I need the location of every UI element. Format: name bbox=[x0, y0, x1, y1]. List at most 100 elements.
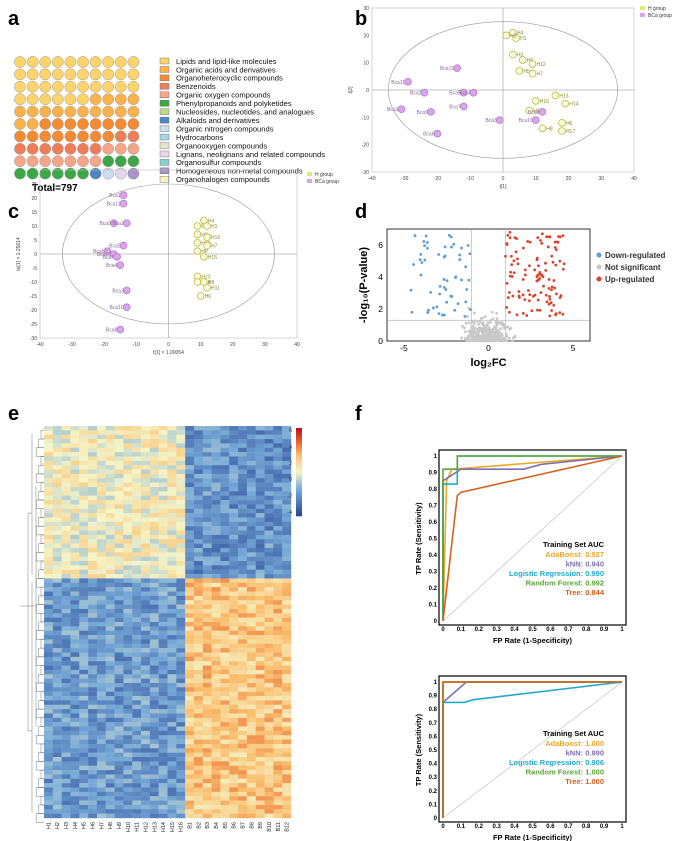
heatmap-cell bbox=[264, 500, 274, 505]
heatmap-cell bbox=[211, 465, 221, 470]
colorbar-segment bbox=[296, 514, 302, 517]
colorbar-segment bbox=[296, 478, 302, 481]
waffle-dot bbox=[89, 130, 102, 143]
heatmap-cell bbox=[211, 687, 221, 692]
heatmap-cell bbox=[52, 495, 62, 501]
heatmap-cell bbox=[70, 761, 80, 766]
heatmap-cell bbox=[44, 539, 54, 544]
heatmap-cell bbox=[141, 770, 151, 775]
heatmap-cell bbox=[52, 430, 62, 435]
heatmap-cell bbox=[202, 735, 212, 740]
heatmap-cell bbox=[96, 460, 106, 466]
heatmap-cell bbox=[229, 469, 239, 475]
heatmap-cell bbox=[123, 704, 133, 710]
waffle-dot bbox=[89, 56, 102, 68]
heatmap-cell bbox=[141, 704, 151, 710]
heatmap-cell bbox=[176, 456, 186, 462]
data-point bbox=[535, 275, 539, 279]
heatmap-cell bbox=[70, 426, 80, 431]
column-label: H1 bbox=[46, 822, 52, 829]
heatmap-cell bbox=[220, 669, 230, 675]
point-label: H15 bbox=[208, 255, 217, 261]
heatmap-cell bbox=[176, 661, 186, 666]
heatmap-cell bbox=[238, 739, 248, 745]
heatmap-cell bbox=[211, 434, 221, 440]
heatmap-cell bbox=[44, 556, 54, 562]
heatmap-cell bbox=[229, 552, 239, 557]
heatmap-cell bbox=[123, 669, 133, 675]
heatmap-cell bbox=[264, 661, 274, 666]
heatmap-cell bbox=[220, 774, 230, 779]
heatmap-cell bbox=[220, 648, 230, 653]
heatmap-cell bbox=[96, 661, 106, 666]
heatmap-cell bbox=[149, 465, 159, 470]
heatmap-cell bbox=[88, 774, 98, 779]
point-label: Bca3 bbox=[485, 118, 497, 124]
heatmap-cell bbox=[114, 608, 124, 614]
heatmap-cell bbox=[255, 456, 265, 462]
heatmap-cell bbox=[61, 556, 71, 562]
heatmap-cell bbox=[255, 513, 265, 518]
heatmap-cell bbox=[158, 709, 168, 714]
heatmap-cell bbox=[52, 652, 62, 658]
heatmap-cell bbox=[246, 517, 256, 523]
heatmap-cell bbox=[123, 796, 133, 801]
heatmap-cell bbox=[158, 547, 168, 553]
heatmap-cell bbox=[114, 635, 124, 640]
heatmap-cell bbox=[211, 426, 221, 431]
heatmap-cell bbox=[176, 682, 186, 688]
heatmap-cell bbox=[211, 460, 221, 466]
data-point bbox=[420, 261, 424, 264]
heatmap-cell bbox=[132, 765, 142, 771]
heatmap-cell bbox=[238, 669, 248, 675]
legend-swatch bbox=[159, 125, 170, 132]
heatmap-cell bbox=[238, 696, 248, 701]
heatmap-cell bbox=[44, 552, 54, 557]
heatmap-cell bbox=[52, 774, 62, 779]
heatmap-cell bbox=[264, 530, 274, 536]
heatmap-cell bbox=[273, 791, 283, 797]
data-point bbox=[544, 261, 547, 265]
data-point bbox=[562, 262, 566, 266]
heatmap-cell bbox=[185, 495, 195, 501]
data-point bbox=[409, 288, 413, 292]
data-point bbox=[423, 244, 426, 248]
heatmap-cell bbox=[229, 700, 239, 705]
heatmap-cell bbox=[158, 639, 168, 644]
heatmap-cell bbox=[255, 447, 265, 453]
y-tick-label: 0.6 bbox=[429, 520, 438, 526]
heatmap-cell bbox=[141, 513, 151, 518]
colorbar-segment bbox=[296, 490, 302, 493]
heatmap-cell bbox=[176, 547, 186, 553]
heatmap-cell bbox=[220, 543, 230, 549]
heatmap-cell bbox=[229, 565, 239, 570]
heatmap-cell bbox=[88, 622, 98, 627]
data-point bbox=[528, 69, 537, 78]
heatmap-cell bbox=[44, 713, 54, 719]
point-label: H1 bbox=[211, 224, 218, 230]
waffle-dot bbox=[89, 167, 102, 180]
point-label: H7 bbox=[536, 72, 543, 78]
heatmap-cell bbox=[44, 430, 54, 435]
heatmap-cell bbox=[176, 757, 186, 762]
heatmap-cell bbox=[96, 521, 106, 527]
heatmap-cell bbox=[44, 426, 54, 431]
heatmap-cell bbox=[229, 800, 239, 806]
heatmap-cell bbox=[158, 456, 168, 462]
heatmap-cell bbox=[70, 491, 80, 496]
heatmap-cell bbox=[105, 709, 115, 714]
heatmap-cell bbox=[44, 730, 54, 736]
x-tick-label: -30 bbox=[401, 176, 408, 182]
heatmap-cell bbox=[52, 704, 62, 710]
data-point bbox=[550, 309, 554, 312]
heatmap-cell bbox=[96, 526, 106, 531]
heatmap-cell bbox=[193, 578, 203, 583]
heatmap-cell bbox=[246, 617, 256, 623]
heatmap-cell bbox=[105, 495, 115, 501]
heatmap-cell bbox=[202, 565, 212, 570]
heatmap-cell bbox=[176, 648, 186, 653]
heatmap-cell bbox=[211, 809, 221, 814]
heatmap-cell bbox=[246, 770, 256, 775]
heatmap-cell bbox=[220, 587, 230, 592]
heatmap-cell bbox=[238, 534, 248, 540]
